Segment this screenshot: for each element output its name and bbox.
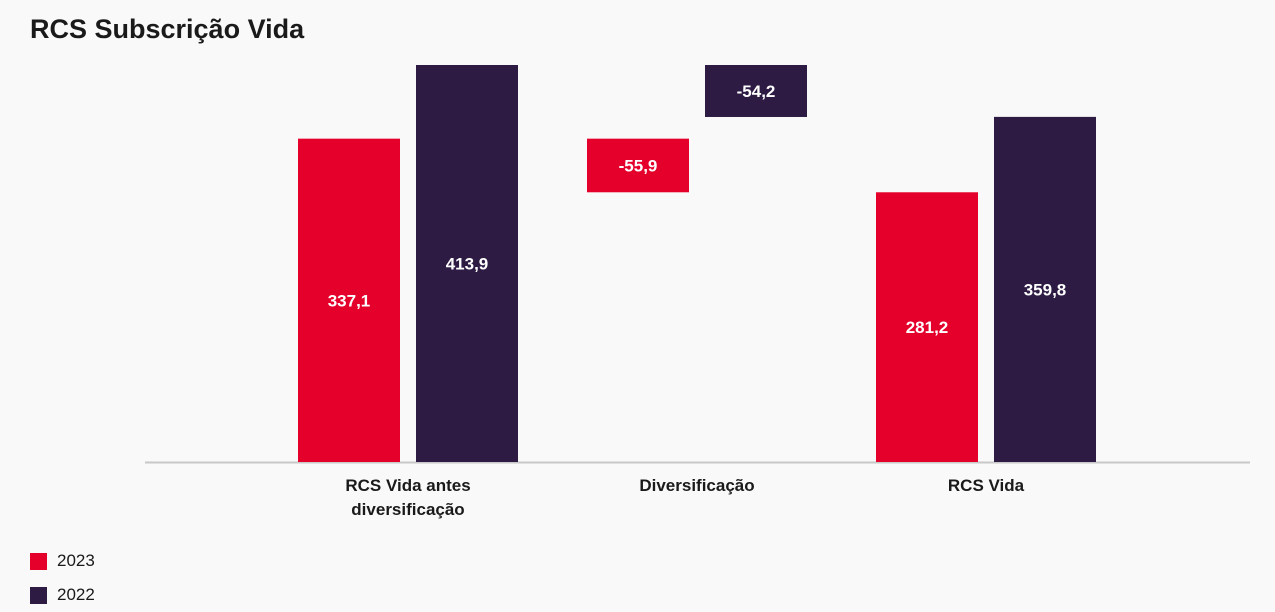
category-label-1-0: Diversificação bbox=[639, 476, 754, 495]
bar-label-2023-1: -55,9 bbox=[619, 156, 658, 175]
legend-label-2022: 2022 bbox=[57, 585, 95, 604]
bar-label-2022-1: -54,2 bbox=[737, 82, 776, 101]
category-label-0-1: diversificação bbox=[351, 500, 464, 519]
category-label-2-0: RCS Vida bbox=[948, 476, 1025, 495]
bar-2023-0 bbox=[298, 138, 400, 462]
legend-item-2023: 2023 bbox=[30, 544, 95, 578]
bar-label-2023-2: 281,2 bbox=[906, 318, 949, 337]
chart-title: RCS Subscrição Vida bbox=[30, 14, 305, 44]
bar-2023-1 bbox=[587, 138, 689, 193]
bar-label-2022-0: 413,9 bbox=[446, 255, 489, 274]
chart-canvas: 337,1 -55,9 281,2 413,9 -54,2 359,8 RCS Vida a… bbox=[145, 65, 1250, 519]
legend-label-2023: 2023 bbox=[57, 551, 95, 570]
legend: 2023 2022 bbox=[30, 544, 95, 612]
bar-2022-2 bbox=[994, 116, 1096, 462]
bar-2022-1 bbox=[705, 65, 807, 117]
bar-label-2022-2: 359,8 bbox=[1024, 280, 1067, 299]
bar-label-2023-0: 337,1 bbox=[328, 291, 371, 310]
legend-swatch-2023 bbox=[30, 552, 47, 570]
bar-2023-2 bbox=[876, 192, 978, 462]
bar-2022-0 bbox=[416, 65, 518, 462]
category-label-0-0: RCS Vida antes bbox=[345, 476, 470, 495]
legend-item-2022: 2022 bbox=[30, 578, 95, 612]
legend-swatch-2022 bbox=[30, 586, 47, 604]
